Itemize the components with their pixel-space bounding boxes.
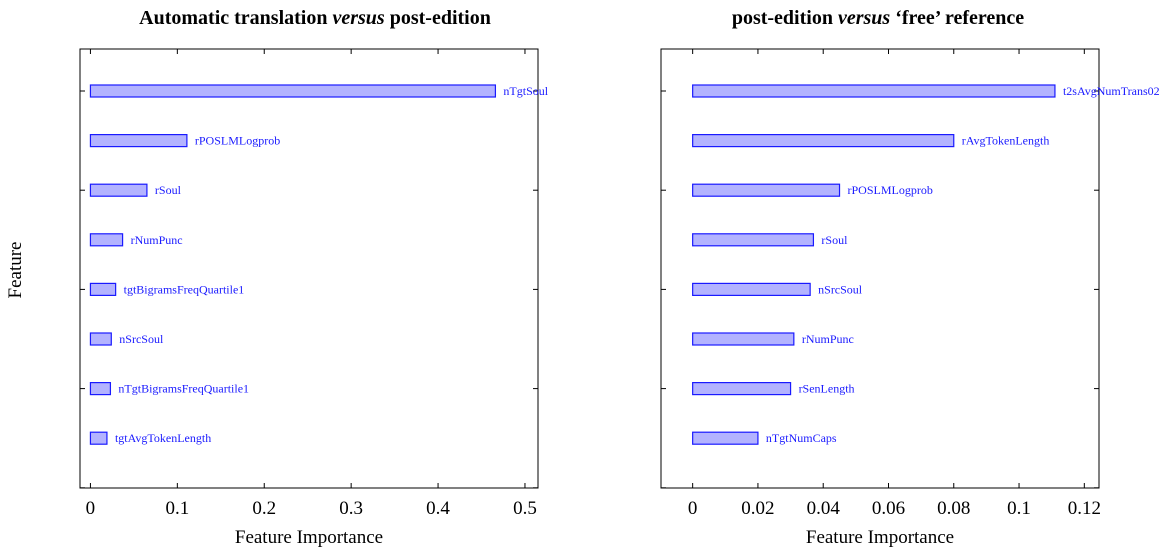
x-tick-label: 0.02 — [741, 498, 774, 519]
chart-title-part: versus — [838, 7, 890, 29]
bar-label: nSrcSoul — [818, 282, 863, 296]
x-tick-label: 0.06 — [872, 498, 905, 519]
chart-title-part: ‘free’ reference — [890, 7, 1024, 29]
bar-rNumPunc — [89, 233, 124, 247]
bar-label: rAvgTokenLength — [962, 134, 1050, 148]
bar-rNumPunc — [692, 332, 795, 346]
x-tick-label: 0.04 — [807, 498, 841, 519]
x-tick-label: 0 — [86, 498, 96, 519]
bar-label: rSoul — [155, 183, 182, 197]
x-tick-label: 0.3 — [339, 498, 363, 519]
bar-label: rNumPunc — [802, 332, 854, 346]
bar-tgtAvgTokenLength — [89, 431, 108, 445]
chart-panel-2: post-edition versus ‘free’ reference 0 0.0… — [660, 7, 1160, 548]
bar-rAvgTokenLength — [692, 134, 955, 148]
bar-rSoul — [692, 233, 815, 247]
bar-rSoul — [89, 183, 148, 197]
bar-label: tgtAvgTokenLength — [115, 431, 211, 445]
bar-label: rNumPunc — [131, 233, 183, 247]
bar-rPOSLMLogprob — [89, 134, 188, 148]
x-tick-label: 0.12 — [1068, 498, 1101, 519]
x-tick-label: 0 — [688, 498, 698, 519]
bar-rPOSLMLogprob — [692, 183, 841, 197]
bar-label: t2sAvgNumTrans02 — [1063, 84, 1160, 98]
x-tick-label: 0.5 — [513, 498, 537, 519]
bar-label: rSenLength — [799, 382, 855, 396]
x-axis-label: Feature Importance — [806, 527, 954, 548]
bar-nSrcSoul — [89, 332, 112, 346]
x-axis-label: Feature Importance — [235, 527, 383, 548]
bar-label: nTgtSoul — [503, 84, 548, 98]
shared-y-axis-label: Feature — [5, 242, 26, 299]
x-tick-label: 0.1 — [165, 498, 189, 519]
chart-title-part: versus — [332, 7, 384, 29]
bar-tgtBigramsFreqQuartile1 — [89, 282, 117, 296]
plot-frame — [660, 48, 1100, 489]
bar-rSenLength — [692, 382, 792, 396]
bar-label: nTgtNumCaps — [766, 431, 837, 445]
bar-label: nSrcSoul — [119, 332, 164, 346]
x-tick-label: 0.1 — [1007, 498, 1031, 519]
plot-frame — [79, 48, 539, 489]
bar-nTgtBigramsFreqQuartile1 — [89, 382, 112, 396]
x-tick-label: 0.08 — [937, 498, 970, 519]
bar-label: rSoul — [821, 233, 848, 247]
chart-title-part: post-edition — [732, 7, 838, 29]
bar-nTgtSoul — [89, 84, 497, 98]
bar-label: tgtBigramsFreqQuartile1 — [124, 282, 245, 296]
chart-panel-1: Automatic translation versus post-editio… — [79, 7, 549, 548]
bar-nTgtNumCaps — [692, 431, 759, 445]
bar-label: rPOSLMLogprob — [195, 134, 280, 148]
chart-title-part: post-edition — [385, 7, 491, 29]
bar-label: nTgtBigramsFreqQuartile1 — [118, 382, 249, 396]
x-tick-label: 0.4 — [426, 498, 450, 519]
chart-title: Automatic translation versus post-editio… — [139, 7, 491, 29]
x-tick-label: 0.2 — [252, 498, 276, 519]
bar-t2sAvgNumTrans02 — [692, 84, 1056, 98]
chart-title-part: Automatic translation — [139, 7, 332, 29]
bar-label: rPOSLMLogprob — [848, 183, 933, 197]
chart-title: post-edition versus ‘free’ reference — [732, 7, 1024, 29]
bar-nSrcSoul — [692, 282, 811, 296]
